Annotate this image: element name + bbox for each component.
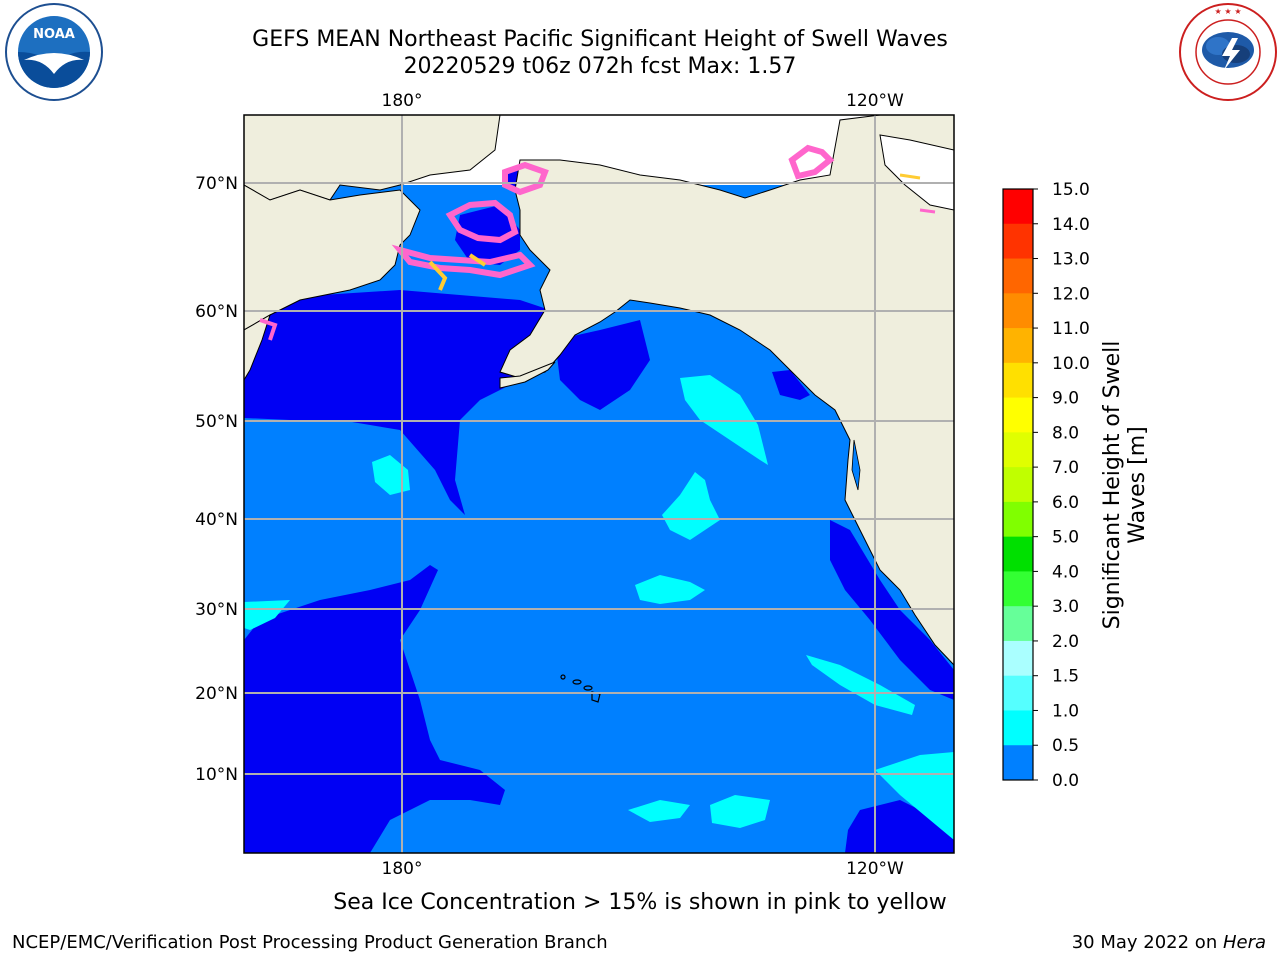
nws-logo-icon: ★ ★ ★ bbox=[1179, 3, 1277, 101]
colorbar-band bbox=[1003, 710, 1033, 746]
colorbar-tick-label: 6.0 bbox=[1052, 493, 1079, 513]
swell-patch-east-tropic bbox=[806, 655, 915, 715]
colorbar-band bbox=[1003, 293, 1033, 329]
colorbar-band bbox=[1003, 328, 1033, 364]
colorbar-band bbox=[1003, 467, 1033, 503]
gridlines bbox=[244, 115, 954, 853]
se-alaska-low-swell bbox=[772, 370, 810, 400]
lat-label-20n: 20°N bbox=[195, 684, 238, 704]
colorbar-band bbox=[1003, 189, 1033, 225]
colorbar-tick-label: 9.0 bbox=[1052, 389, 1079, 409]
swell-patch-mid bbox=[635, 575, 705, 604]
colorbar-title-line1: Significant Height of Swell bbox=[1100, 340, 1125, 630]
map-frame bbox=[243, 114, 955, 854]
colorbar-frame bbox=[1002, 188, 1034, 781]
colorbar-band bbox=[1003, 606, 1033, 642]
footer-host: Hera bbox=[1222, 932, 1266, 953]
lat-label-30n: 30°N bbox=[195, 600, 238, 620]
footer-credit: NCEP/EMC/Verification Post Processing Pr… bbox=[12, 932, 608, 953]
colorbar-band bbox=[1003, 223, 1033, 260]
alaska-gulf-low-swell bbox=[555, 320, 650, 410]
land-siberia-lower bbox=[244, 184, 421, 331]
colorbar-band bbox=[1003, 745, 1033, 781]
se-corner-low-swell bbox=[845, 800, 954, 853]
lon-label-bottom-180: 180° bbox=[382, 859, 423, 879]
colorbar-band bbox=[1003, 536, 1033, 572]
map-title: GEFS MEAN Northeast Pacific Significant … bbox=[252, 27, 948, 52]
colorbar-tick-label: 13.0 bbox=[1052, 250, 1090, 270]
swell-patch-south-2 bbox=[710, 795, 770, 828]
colorbar-band bbox=[1003, 640, 1033, 677]
colorbar-band bbox=[1003, 432, 1033, 468]
footer-date: 30 May 2022 on Hera bbox=[1072, 932, 1266, 953]
arctic-islands-water bbox=[879, 134, 954, 211]
colorbar-tick-label: 3.0 bbox=[1052, 597, 1079, 617]
colorbar-tick-label: 2.0 bbox=[1052, 632, 1079, 652]
lat-label-70n: 70°N bbox=[195, 174, 238, 194]
svg-text:★ ★ ★: ★ ★ ★ bbox=[1214, 7, 1241, 16]
noaa-logo-icon: NOAA bbox=[5, 3, 103, 101]
west-subtropic-low-swell bbox=[244, 565, 505, 853]
sea-ice-note: Sea Ice Concentration > 15% is shown in … bbox=[333, 890, 947, 915]
colorbar-tick-label: 12.0 bbox=[1052, 284, 1090, 304]
lon-label-top-180: 180° bbox=[382, 91, 423, 111]
bering-sea-low-swell bbox=[244, 290, 580, 515]
lon-label-bottom-120w: 120°W bbox=[846, 859, 904, 879]
colorbar-tick-label: 1.0 bbox=[1052, 701, 1079, 721]
land-kamchatka-tip bbox=[244, 313, 271, 381]
colorbar-tick-label: 7.0 bbox=[1052, 458, 1079, 478]
colorbar: 15.0 14.0 13.0 12.0 11.0 10.0 9.0 8.0 7.0 6.0 5.0 4… bbox=[1002, 180, 1090, 791]
map-panel bbox=[244, 115, 954, 853]
lat-label-50n: 50°N bbox=[195, 412, 238, 432]
land-aleutians bbox=[499, 361, 556, 389]
colorbar-band bbox=[1003, 397, 1033, 433]
colorbar-tick-label: 15.0 bbox=[1052, 180, 1090, 200]
colorbar-tick-label: 0.5 bbox=[1052, 736, 1079, 756]
lat-label-60n: 60°N bbox=[195, 302, 238, 322]
swell-patch-mid-north bbox=[662, 472, 720, 540]
colorbar-title: Significant Height of Swell Waves [m] bbox=[1100, 305, 1160, 665]
colorbar-band bbox=[1003, 675, 1033, 711]
noaa-logo-text: NOAA bbox=[33, 27, 75, 42]
lat-label-40n: 40°N bbox=[195, 510, 238, 530]
swell-patch-south-1 bbox=[628, 800, 690, 822]
colorbar-tick-label: 10.0 bbox=[1052, 354, 1090, 374]
colorbar-band bbox=[1003, 501, 1033, 538]
colorbar-tick-label: 11.0 bbox=[1052, 319, 1090, 339]
colorbar-tick-label: 8.0 bbox=[1052, 423, 1079, 443]
map-subtitle: 20220529 t06z 072h fcst Max: 1.57 bbox=[403, 54, 797, 79]
colorbar-tick-label: 14.0 bbox=[1052, 215, 1090, 235]
swell-patch-west-edge bbox=[244, 600, 290, 630]
arctic-low-swell bbox=[455, 205, 520, 265]
land-alaska-canada bbox=[499, 115, 954, 666]
colorbar-band bbox=[1003, 258, 1033, 294]
lon-label-top-120w: 120°W bbox=[846, 91, 904, 111]
colorbar-tick-label: 4.0 bbox=[1052, 562, 1079, 582]
colorbar-tick-label: 0.0 bbox=[1052, 771, 1079, 791]
sea-ice-markings bbox=[259, 144, 936, 341]
lat-label-10n: 10°N bbox=[195, 765, 238, 785]
colorbar-tick-label: 1.5 bbox=[1052, 667, 1079, 687]
colorbar-band bbox=[1003, 362, 1033, 399]
colorbar-band bbox=[1003, 571, 1033, 607]
colorbar-tick-label: 5.0 bbox=[1052, 528, 1079, 548]
colorbar-title-line2: Waves [m] bbox=[1125, 426, 1150, 544]
swell-patch-west bbox=[372, 455, 410, 495]
footer-date-text: 30 May 2022 on bbox=[1071, 932, 1223, 953]
